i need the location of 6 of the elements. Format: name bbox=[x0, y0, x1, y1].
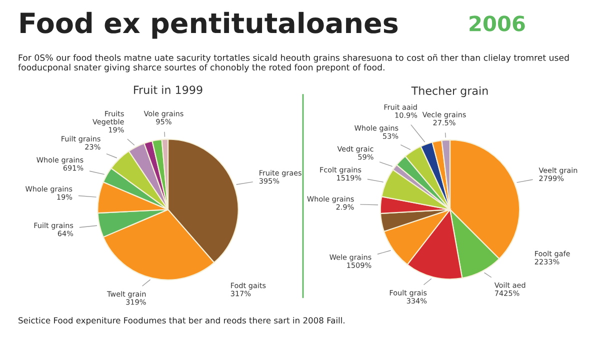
text: Seictice Food expeniture Foodumes that ber and reods there sart in 2008 Faill. bbox=[18, 317, 344, 326]
chart-title: Thecher grain bbox=[411, 86, 488, 98]
text: Food ex pentitutaloanes bbox=[20, 12, 398, 39]
chart-title: Fruit in 1999 bbox=[134, 85, 202, 94]
text: 2006 bbox=[470, 16, 525, 32]
text: For 0S% our food theols matne uate sacurity tortatles sicald heouth grains sharesuona to cost oñ ther than clielay tromret used fooducponal snater giving sharce sourtes of chonobly the roted foon prepont of food. bbox=[18, 54, 569, 72]
